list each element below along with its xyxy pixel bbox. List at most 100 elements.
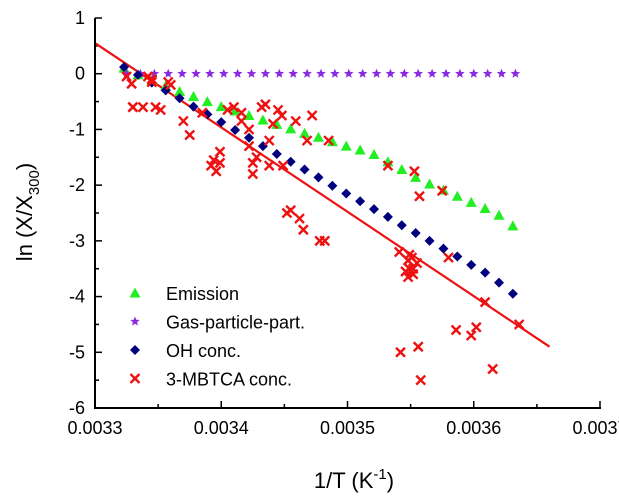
x-axis-ticks: 0.0033 0.0034 0.0035 0.0036 0.0037 (67, 401, 619, 438)
legend-label: OH conc. (166, 341, 241, 361)
data-point (414, 190, 425, 202)
legend-marker (130, 316, 140, 326)
data-point (299, 127, 311, 138)
data-point (327, 180, 338, 191)
data-point (230, 124, 241, 135)
data-point (395, 346, 406, 358)
data-point (208, 154, 220, 166)
data-point (247, 157, 259, 169)
x-axis-line (94, 407, 601, 409)
data-point (229, 105, 241, 116)
data-point (354, 144, 366, 155)
data-point (493, 209, 505, 220)
x-tick-label: 0.0037 (572, 418, 619, 438)
x-tick-label: 0.0033 (67, 418, 122, 438)
x-axis-title: 1/T (K-1) (314, 466, 394, 493)
data-point (340, 140, 352, 151)
fit-line-group (94, 42, 551, 348)
data-point (174, 93, 185, 104)
data-point (297, 224, 309, 236)
data-point (465, 196, 477, 207)
y-tick-label: -3 (69, 231, 85, 251)
data-point (244, 132, 255, 143)
data-point (191, 68, 201, 78)
data-point (441, 68, 451, 78)
data-point (219, 68, 229, 78)
data-point (236, 107, 247, 119)
data-point (479, 203, 491, 214)
data-point (215, 101, 227, 112)
data-point (210, 165, 222, 177)
data-point (507, 220, 519, 231)
data-point (399, 68, 410, 78)
legend-marker (130, 345, 140, 355)
data-point (415, 374, 427, 386)
data-point (126, 78, 137, 90)
data-point (228, 101, 240, 113)
y-axis-line (94, 18, 96, 409)
data-point (299, 164, 310, 175)
data-point (302, 68, 312, 78)
data-point (216, 117, 227, 128)
data-point (214, 157, 226, 169)
data-point (410, 171, 422, 182)
y-tick-label: -5 (69, 342, 85, 362)
y-tick-label: 1 (75, 8, 85, 28)
data-point (184, 129, 196, 141)
legend-marker (129, 373, 141, 384)
data-point (146, 73, 158, 85)
data-point (316, 68, 326, 78)
data-point (137, 101, 149, 113)
data-point (214, 146, 226, 158)
data-point (404, 263, 415, 275)
data-point (187, 91, 199, 102)
data-point (368, 149, 380, 159)
y-tick-label: -1 (69, 119, 85, 139)
x-tick-label: 0.0034 (194, 418, 249, 438)
data-point (480, 267, 491, 278)
fit-line (94, 42, 551, 348)
data-point (271, 148, 282, 159)
data-point (382, 160, 394, 171)
data-point (323, 135, 334, 146)
y-axis-ticks: -6 -5 -4 -3 -2 -1 0 1 (69, 8, 102, 418)
data-point (272, 104, 284, 116)
data-point (274, 68, 285, 78)
data-point (288, 68, 298, 78)
data-point (371, 68, 382, 78)
data-point (341, 188, 352, 199)
data-point (119, 62, 130, 73)
data-point (236, 115, 247, 127)
data-point (357, 68, 368, 78)
data-point (496, 68, 507, 78)
data-point (411, 257, 423, 269)
data-point (369, 204, 380, 215)
data-point (201, 96, 213, 107)
data-point (396, 220, 407, 231)
data-point (260, 68, 271, 78)
data-point (513, 319, 525, 330)
data-point (127, 101, 139, 113)
data-point (312, 131, 324, 142)
data-point (382, 211, 393, 222)
data-point (285, 204, 297, 216)
data-point (385, 68, 396, 78)
data-point (247, 168, 259, 180)
data-point (222, 104, 233, 116)
data-point (451, 190, 463, 201)
data-point (165, 79, 177, 91)
series-0 (118, 62, 519, 231)
data-point (482, 68, 493, 78)
data-point (479, 296, 491, 308)
data-point (344, 68, 354, 78)
data-point (232, 68, 243, 78)
data-point (427, 68, 437, 78)
data-point (285, 123, 297, 134)
data-point (409, 165, 420, 177)
data-point (277, 160, 289, 171)
data-point (188, 101, 199, 112)
series-1 (121, 68, 521, 78)
data-point (121, 68, 132, 78)
data-point (205, 68, 215, 78)
data-point (450, 324, 462, 336)
